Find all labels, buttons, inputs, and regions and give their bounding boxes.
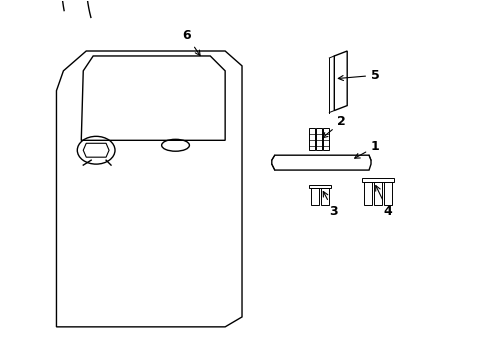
Text: 1: 1	[354, 140, 379, 158]
Text: 6: 6	[182, 29, 200, 55]
Text: 5: 5	[338, 69, 379, 82]
Text: 4: 4	[375, 186, 392, 218]
Text: 3: 3	[323, 192, 337, 218]
Text: 2: 2	[322, 116, 346, 138]
